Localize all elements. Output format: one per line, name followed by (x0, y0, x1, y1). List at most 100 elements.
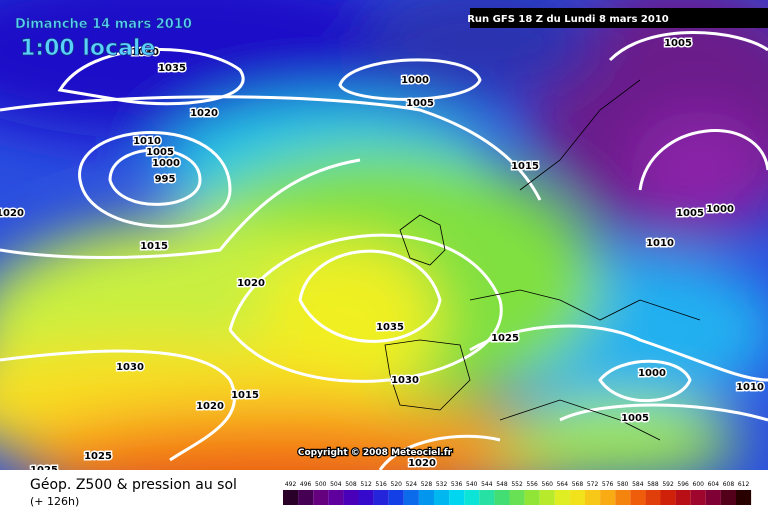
isobar-label: 1020 (190, 108, 218, 119)
isobar-label: 995 (155, 174, 176, 185)
legend-label: 568 (572, 481, 584, 488)
legend-label: 548 (496, 481, 508, 488)
legend-swatch (720, 490, 736, 505)
legend-swatch (675, 490, 691, 505)
run-box (470, 8, 768, 28)
legend-label: 560 (542, 481, 554, 488)
legend-swatch (554, 490, 570, 505)
isobar-label: 1000 (152, 158, 180, 169)
legend-label: 500 (315, 481, 327, 488)
isobar-label: 1005 (676, 208, 704, 219)
legend-swatch (494, 490, 510, 505)
legend-swatch (449, 490, 465, 505)
legend-swatch (313, 490, 329, 505)
legend-label: 504 (330, 481, 342, 488)
isobar-label: 1030 (131, 47, 159, 58)
legend-label: 580 (617, 481, 629, 488)
isobar-label: 1005 (406, 98, 434, 109)
copyright: Copyright © 2008 Meteociel.fr (298, 448, 453, 458)
isobar-labels: 1030103510001005100510201010100510009951… (0, 37, 765, 476)
legend-label: 528 (421, 481, 433, 488)
legend-label: 532 (436, 481, 448, 488)
isobar-label: 1025 (491, 333, 519, 344)
legend-label: 536 (451, 481, 463, 488)
legend-label: 520 (391, 481, 403, 488)
legend-label: 600 (693, 481, 705, 488)
legend-swatch (388, 490, 404, 505)
legend-label: 512 (360, 481, 372, 488)
legend-label: 552 (511, 481, 523, 488)
legend-label: 584 (632, 481, 644, 488)
footer-lead: (+ 126h) (30, 495, 79, 508)
legend-label: 540 (466, 481, 478, 488)
legend-label: 596 (677, 481, 689, 488)
legend-label: 496 (300, 481, 312, 488)
legend-swatch (690, 490, 706, 505)
legend-swatch (434, 490, 450, 505)
isobar-label: 1005 (664, 38, 692, 49)
legend-label: 492 (285, 481, 297, 488)
legend-swatch (705, 490, 721, 505)
legend-swatch (569, 490, 585, 505)
legend-label: 508 (345, 481, 357, 488)
legend-swatch (418, 490, 434, 505)
legend-label: 612 (738, 481, 750, 488)
legend-swatch (298, 490, 314, 505)
isobar-label: 1020 (237, 278, 265, 289)
legend-swatch (645, 490, 661, 505)
isobar-label: 1025 (30, 465, 58, 476)
legend-swatch (479, 490, 495, 505)
legend-label: 576 (602, 481, 614, 488)
isobar-label: 1000 (638, 368, 666, 379)
legend-swatch (585, 490, 601, 505)
isobar-label: 1020 (196, 401, 224, 412)
isobar-label: 1005 (621, 413, 649, 424)
legend-swatch (630, 490, 646, 505)
legend: 492 496 500 504 508 512 516 520 524 528 532 536 540 5… (283, 481, 752, 505)
legend-swatch (373, 490, 389, 505)
isobar-label: 1015 (511, 161, 539, 172)
isobar-label: 1010 (646, 238, 674, 249)
legend-label: 556 (526, 481, 538, 488)
isobar-label: 1030 (116, 362, 144, 373)
isobar-label: 1020 (408, 458, 436, 469)
legend-swatch (524, 490, 540, 505)
isobar-label: 1010 (133, 136, 161, 147)
legend-label: 516 (375, 481, 387, 488)
legend-label: 572 (587, 481, 599, 488)
isobar-label: 1000 (401, 75, 429, 86)
legend-swatch (464, 490, 480, 505)
legend-label: 588 (647, 481, 659, 488)
isobar-label: 1015 (231, 390, 259, 401)
legend-swatch (328, 490, 344, 505)
legend-swatch (660, 490, 676, 505)
isobar-label: 1030 (391, 375, 419, 386)
legend-swatch (358, 490, 374, 505)
legend-swatch (403, 490, 419, 505)
map-time: 1:00 locale (20, 36, 155, 61)
isobar-label: 1020 (0, 208, 24, 219)
isobars (0, 31, 768, 470)
isobar-label: 1010 (736, 382, 764, 393)
legend-label: 608 (723, 481, 735, 488)
legend-label: 524 (406, 481, 418, 488)
legend-swatch (615, 490, 631, 505)
legend-label: 604 (708, 481, 720, 488)
run-info: Run GFS 18 Z du Lundi 8 mars 2010 (467, 14, 669, 25)
coastlines (384, 79, 701, 441)
legend-swatch (736, 490, 752, 505)
isobar-label: 1000 (706, 204, 734, 215)
footer-title: Géop. Z500 & pression au sol (30, 477, 237, 493)
isobar-label: 1005 (146, 147, 174, 158)
isobar-label: 1035 (158, 63, 186, 74)
legend-swatch (343, 490, 359, 505)
isobar-label: 1035 (376, 322, 404, 333)
legend-label: 564 (557, 481, 569, 488)
legend-swatch (600, 490, 616, 505)
legend-label: 592 (662, 481, 674, 488)
legend-swatch (509, 490, 525, 505)
legend-label: 544 (481, 481, 493, 488)
